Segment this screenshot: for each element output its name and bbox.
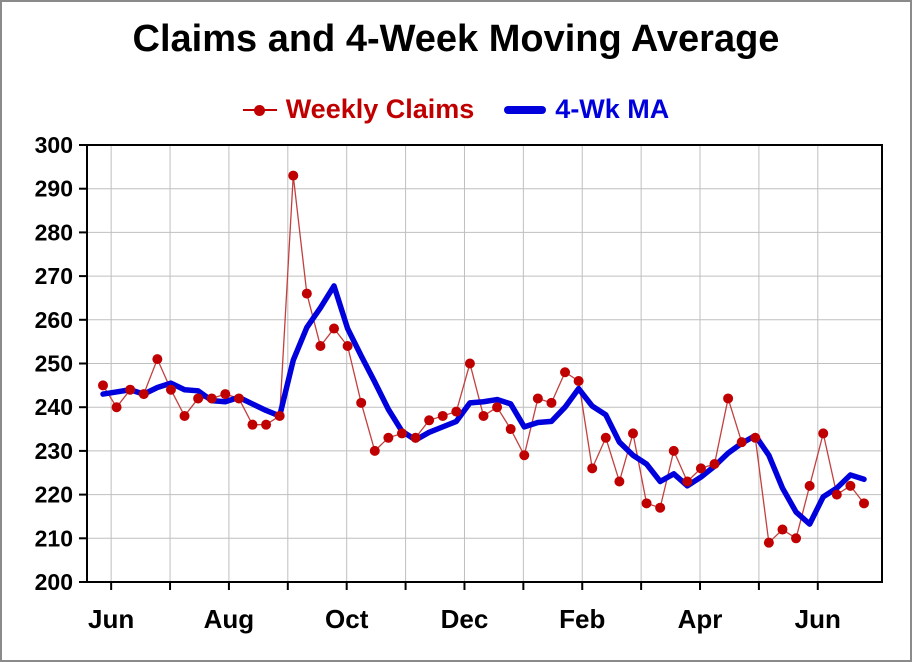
weekly-claims-point (791, 533, 802, 544)
weekly-claims-point (777, 524, 788, 535)
weekly-claims-point (301, 288, 312, 299)
chart-legend: Weekly Claims 4-Wk MA (2, 94, 910, 125)
weekly-claims-point (410, 432, 421, 443)
legend-ma-label: 4-Wk MA (555, 94, 670, 124)
weekly-claims-point (600, 432, 611, 443)
x-tick-label: Apr (678, 604, 723, 634)
weekly-claims-point (220, 389, 231, 400)
weekly-claims-point (695, 463, 706, 474)
y-tick-label: 270 (35, 263, 73, 289)
weekly-claims-point (342, 341, 353, 352)
weekly-claims-point (831, 489, 842, 500)
weekly-claims-point (682, 476, 693, 487)
weekly-claims-point (587, 463, 598, 474)
y-tick-label: 210 (35, 525, 73, 551)
weekly-claims-point (464, 358, 475, 369)
weekly-claims-point (750, 432, 761, 443)
ma-line (100, 283, 867, 527)
weekly-claims-point (356, 397, 367, 408)
weekly-claims-point (763, 537, 774, 548)
weekly-claims-point (261, 419, 272, 430)
weekly-claims-point (560, 367, 571, 378)
y-tick-label: 250 (35, 351, 73, 377)
legend-item-weekly-claims: Weekly Claims (242, 94, 475, 125)
weekly-claims-point (437, 410, 448, 421)
weekly-claims-point (138, 389, 149, 400)
chart-title: Claims and 4-Week Moving Average (132, 18, 780, 60)
weekly-claims-point (424, 415, 435, 426)
weekly-claims-point (668, 445, 679, 456)
x-axis-labels: Jun Aug Oct Dec Feb Apr Jun (88, 582, 841, 634)
weekly-claims-point (152, 354, 163, 365)
weekly-claims-point (723, 393, 734, 404)
y-axis-labels: 200 210 220 230 240 250 260 270 280 290 300 (35, 132, 87, 595)
weekly-claims-point (233, 393, 244, 404)
weekly-claims-point (451, 406, 462, 417)
y-tick-label: 260 (35, 307, 73, 333)
weekly-claims-point (546, 397, 557, 408)
weekly-claims-point (804, 480, 815, 491)
weekly-claims-point (627, 428, 638, 439)
x-tick-label: Jun (88, 604, 134, 634)
weekly-claims-point (709, 459, 720, 470)
weekly-claims-line (102, 175, 865, 545)
h-gridlines (87, 144, 882, 583)
y-tick-label: 240 (35, 394, 73, 420)
legend-weekly-label: Weekly Claims (285, 94, 475, 124)
weekly-claims-point (111, 402, 122, 413)
x-tick-label: Oct (325, 604, 369, 634)
weekly-claims-point (274, 410, 285, 421)
weekly-claims-point (614, 476, 625, 487)
weekly-claims-markers (98, 170, 869, 548)
x-tick-label: Dec (441, 604, 489, 634)
weekly-claims-point (165, 384, 176, 395)
weekly-claims-point (736, 437, 747, 448)
legend-item-4wk-ma: 4-Wk MA (504, 94, 669, 125)
y-tick-label: 300 (35, 132, 73, 158)
v-gridlines (110, 145, 819, 582)
weekly-claims-point (655, 502, 666, 513)
weekly-claims-point (845, 480, 856, 491)
weekly-claims-point (396, 428, 407, 439)
y-tick-label: 200 (35, 569, 73, 595)
weekly-claims-point (288, 170, 299, 181)
weekly-claims-point (247, 419, 258, 430)
y-tick-label: 280 (35, 219, 73, 245)
weekly-claims-point (519, 450, 530, 461)
weekly-claims-point (329, 323, 340, 334)
weekly-claims-point (206, 393, 217, 404)
weekly-claims-point (383, 432, 394, 443)
y-tick-label: 220 (35, 482, 73, 508)
x-tick-label: Feb (559, 604, 605, 634)
weekly-claims-point (98, 380, 108, 391)
weekly-claims-point (505, 424, 516, 435)
y-tick-label: 230 (35, 438, 73, 464)
weekly-claims-point (125, 384, 136, 395)
weekly-claims-point (492, 402, 503, 413)
weekly-claims-point (478, 410, 489, 421)
weekly-claims-point (532, 393, 543, 404)
weekly-claims-point (641, 498, 652, 509)
x-tick-label: Aug (204, 604, 255, 634)
weekly-claims-point (179, 410, 190, 421)
ma-line-icon (504, 105, 547, 114)
y-tick-label: 290 (35, 176, 73, 202)
weekly-claims-point (193, 393, 204, 404)
weekly-claims-point (369, 445, 380, 456)
weekly-claims-marker-icon (242, 103, 277, 117)
weekly-claims-point (818, 428, 829, 439)
weekly-claims-point (859, 498, 869, 509)
x-tick-label: Jun (795, 604, 841, 634)
weekly-claims-point (315, 341, 326, 352)
weekly-claims-point (573, 375, 584, 386)
